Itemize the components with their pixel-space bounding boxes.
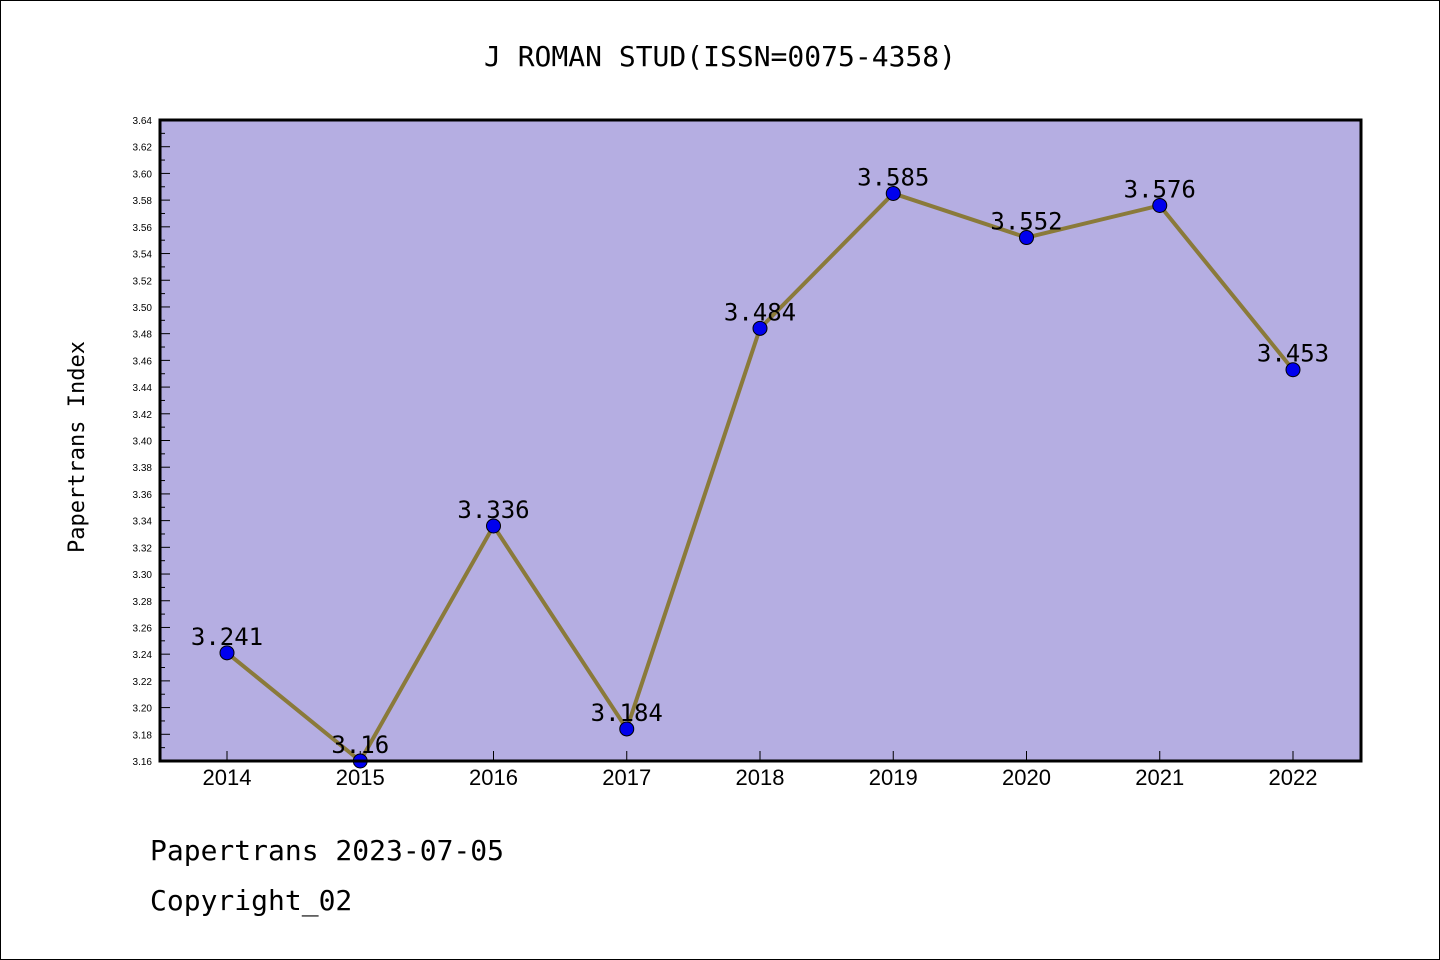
y-tick-label: 3.38 (133, 463, 153, 474)
data-label: 3.552 (990, 208, 1062, 236)
x-tick-label: 2019 (869, 765, 918, 790)
data-point (1285, 362, 1301, 378)
x-tick-label: 2016 (469, 765, 518, 790)
data-labels: 3.241 3.16 3.336 3.184 3.484 3.585 3.552 3.576 3… (191, 163, 1329, 759)
y-tick-label: 3.28 (133, 597, 153, 608)
y-tick-label: 3.64 (133, 116, 153, 127)
y-tick-label: 3.18 (133, 730, 153, 741)
x-tick-label: 2021 (1135, 765, 1184, 790)
y-tick-label: 3.46 (133, 356, 153, 367)
data-point (1152, 197, 1168, 213)
data-point (219, 645, 235, 661)
x-tick-label: 2020 (1002, 765, 1051, 790)
plot-area (160, 120, 1361, 761)
data-label: 3.336 (457, 496, 529, 524)
y-tick-label: 3.22 (133, 677, 153, 688)
x-tick-label: 2022 (1269, 765, 1318, 790)
data-label: 3.184 (591, 699, 663, 727)
y-tick-label: 3.58 (133, 196, 153, 207)
y-tick-label: 3.30 (133, 570, 153, 581)
x-tick-label: 2018 (736, 765, 785, 790)
y-tick-label: 3.24 (133, 650, 153, 661)
y-tick-label: 3.20 (133, 704, 153, 715)
data-point (486, 518, 501, 534)
y-tick-label: 3.50 (133, 303, 153, 314)
y-tick-label: 3.36 (133, 490, 153, 501)
y-tick-label: 3.60 (133, 169, 153, 180)
data-label: 3.453 (1257, 340, 1329, 368)
y-tick-label: 3.44 (133, 383, 153, 394)
data-label: 3.241 (191, 623, 263, 651)
data-point (1019, 230, 1034, 246)
data-label: 3.16 (331, 731, 389, 759)
data-label: 3.576 (1124, 175, 1196, 203)
y-tick-label: 3.26 (133, 623, 153, 634)
y-tick-label: 3.40 (133, 437, 153, 448)
x-tick-label: 2014 (203, 765, 252, 790)
footer-copyright: Copyright_02 (150, 884, 353, 917)
y-tick-label: 3.42 (133, 410, 153, 421)
y-axis-label: Papertrans Index (65, 341, 90, 553)
y-tick-label: 3.32 (133, 543, 153, 554)
y-tick-label: 3.56 (133, 223, 153, 234)
x-tick-label: 2015 (336, 765, 385, 790)
y-tick-label: 3.52 (133, 276, 153, 287)
y-tick-label: 3.48 (133, 330, 153, 341)
data-point (885, 185, 901, 201)
y-axis-ticks: 3.16 3.18 3.20 3.22 3.24 3.26 3.28 3.30 3.32 3.34… (133, 116, 170, 768)
footer-source: Papertrans 2023-07-05 (150, 834, 505, 867)
y-tick-label: 3.16 (133, 757, 153, 768)
data-label: 3.585 (857, 163, 929, 191)
data-points (219, 185, 1301, 769)
x-axis-ticks: 2014 2015 2016 2017 2018 2019 2020 2021 2022 (203, 751, 1318, 790)
data-label: 3.484 (724, 298, 796, 326)
y-tick-label: 3.34 (133, 517, 153, 528)
y-tick-label: 3.62 (133, 143, 153, 154)
plot-border (158, 118, 1363, 763)
data-point (619, 721, 635, 737)
data-point (752, 320, 768, 336)
y-tick-label: 3.54 (133, 250, 153, 261)
chart-title: J ROMAN STUD(ISSN=0075-4358) (484, 40, 956, 73)
x-tick-label: 2017 (602, 765, 651, 790)
